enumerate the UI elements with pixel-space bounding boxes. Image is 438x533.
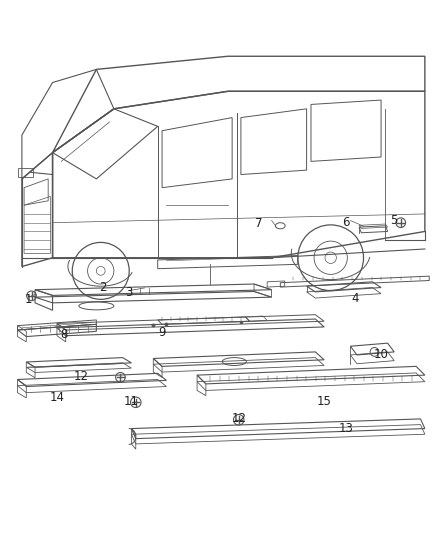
Text: 12: 12 [231, 413, 246, 425]
Text: 12: 12 [74, 370, 88, 383]
Text: 10: 10 [374, 348, 389, 361]
Text: 6: 6 [342, 216, 350, 229]
Text: 1: 1 [25, 293, 32, 306]
Text: 5: 5 [391, 214, 398, 227]
Text: 14: 14 [49, 391, 64, 405]
Text: 3: 3 [126, 286, 133, 300]
Text: 4: 4 [351, 292, 359, 304]
Text: 9: 9 [158, 326, 166, 338]
Text: 13: 13 [339, 422, 353, 435]
Text: 2: 2 [99, 281, 107, 294]
Text: 15: 15 [317, 395, 332, 408]
Text: 8: 8 [60, 328, 67, 341]
Text: 11: 11 [124, 395, 139, 408]
Text: 7: 7 [254, 217, 262, 230]
